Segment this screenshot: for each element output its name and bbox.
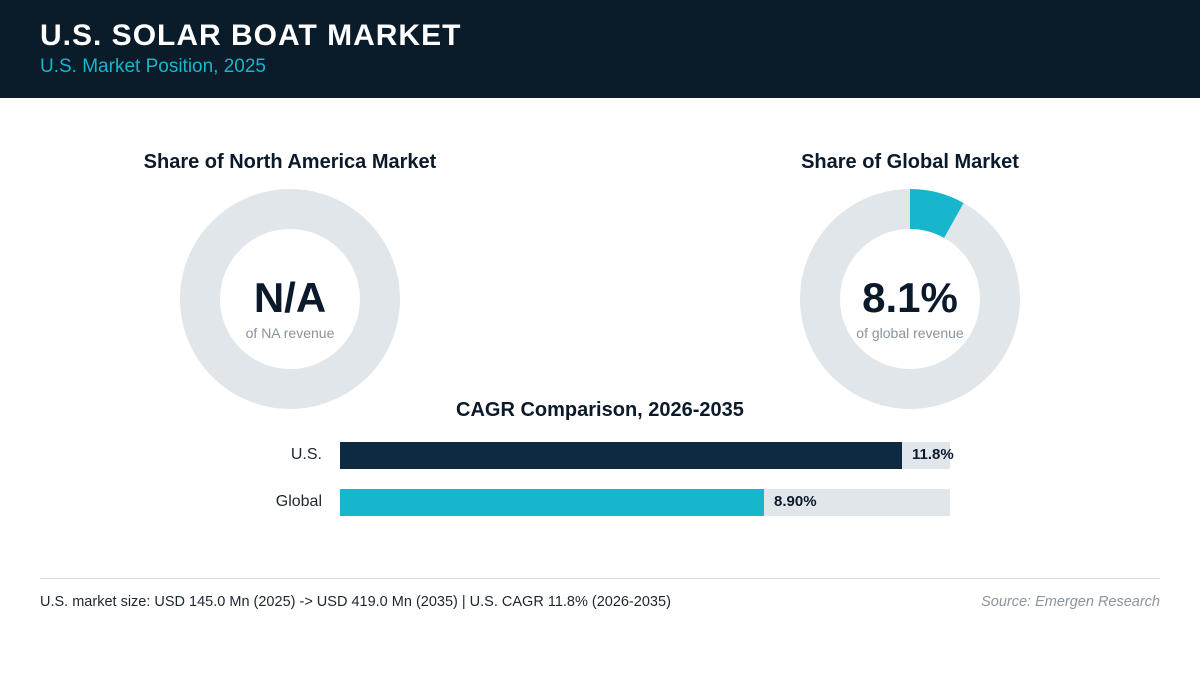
bar-value-label-global: 8.90% xyxy=(774,493,817,510)
na-share-caption: of NA revenue xyxy=(245,325,335,341)
page-subtitle: U.S. Market Position, 2025 xyxy=(40,56,266,77)
bar-track-global: 8.90% xyxy=(340,489,950,516)
footer-divider xyxy=(40,578,1160,579)
bar-category-label-global: Global xyxy=(275,493,322,510)
global-share-value: 8.1% xyxy=(862,274,958,321)
na-donut-title: Share of North America Market xyxy=(143,151,437,173)
page-title: U.S. SOLAR BOAT MARKET xyxy=(40,19,462,52)
header-banner: U.S. SOLAR BOAT MARKET U.S. Market Posit… xyxy=(0,0,1200,98)
na-donut-track xyxy=(180,189,400,409)
na-share-donut xyxy=(180,189,400,409)
bar-category-label-us: U.S. xyxy=(290,446,322,463)
global-share-donut xyxy=(800,189,1020,409)
bar-global xyxy=(340,489,764,516)
global-donut-slice xyxy=(909,189,964,239)
global-share-caption: of global revenue xyxy=(856,325,964,341)
na-share-value: N/A xyxy=(253,274,327,321)
cagr-chart-title: CAGR Comparison, 2026-2035 xyxy=(456,399,744,421)
source-credit: Source: Emergen Research xyxy=(981,594,1160,610)
global-donut-title: Share of Global Market xyxy=(801,151,1019,173)
bar-us xyxy=(340,442,902,469)
bar-track-us: 11.8% xyxy=(340,442,954,469)
market-size-summary: U.S. market size: USD 145.0 Mn (2025) ->… xyxy=(40,594,671,610)
bar-value-label-us: 11.8% xyxy=(912,446,954,463)
